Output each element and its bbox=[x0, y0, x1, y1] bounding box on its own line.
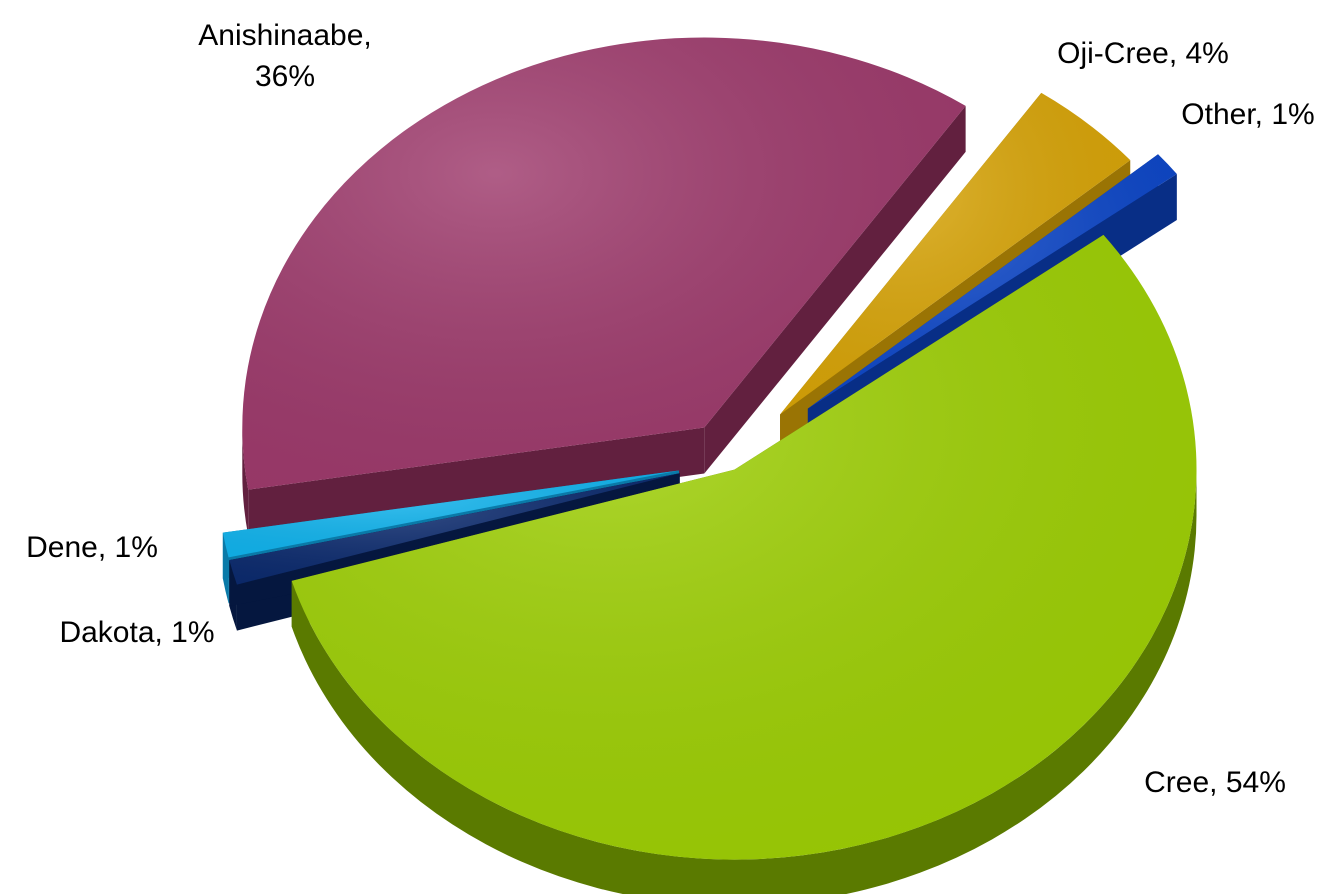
slice-labels: Anishinaabe, 36% Oji-Cree, 4% Other, 1% … bbox=[26, 19, 1315, 799]
slice-side-anishinaabe bbox=[242, 427, 249, 536]
slice-shine-oji-cree bbox=[780, 92, 1131, 415]
label-dene: Dene, 1% bbox=[26, 531, 158, 564]
slice-shine-dene bbox=[222, 470, 679, 558]
label-oji-cree: Oji-Cree, 4% bbox=[1057, 37, 1229, 70]
slice-wall-anishinaabe-1 bbox=[704, 105, 966, 474]
label-dakota: Dakota, 1% bbox=[59, 616, 214, 649]
label-anishinaabe-line2: 36% bbox=[255, 60, 315, 93]
slice-shine-cree bbox=[291, 234, 1197, 860]
slice-wall-anishinaabe-0 bbox=[248, 427, 705, 536]
label-other: Other, 1% bbox=[1181, 98, 1314, 131]
slice-shine-other bbox=[807, 154, 1177, 409]
label-anishinaabe-line1: Anishinaabe, bbox=[198, 19, 371, 52]
slice-tops bbox=[222, 37, 1197, 860]
slice-shine-dakota bbox=[229, 473, 680, 585]
slice-shine-anishinaabe bbox=[242, 37, 966, 490]
label-cree: Cree, 54% bbox=[1144, 766, 1286, 799]
